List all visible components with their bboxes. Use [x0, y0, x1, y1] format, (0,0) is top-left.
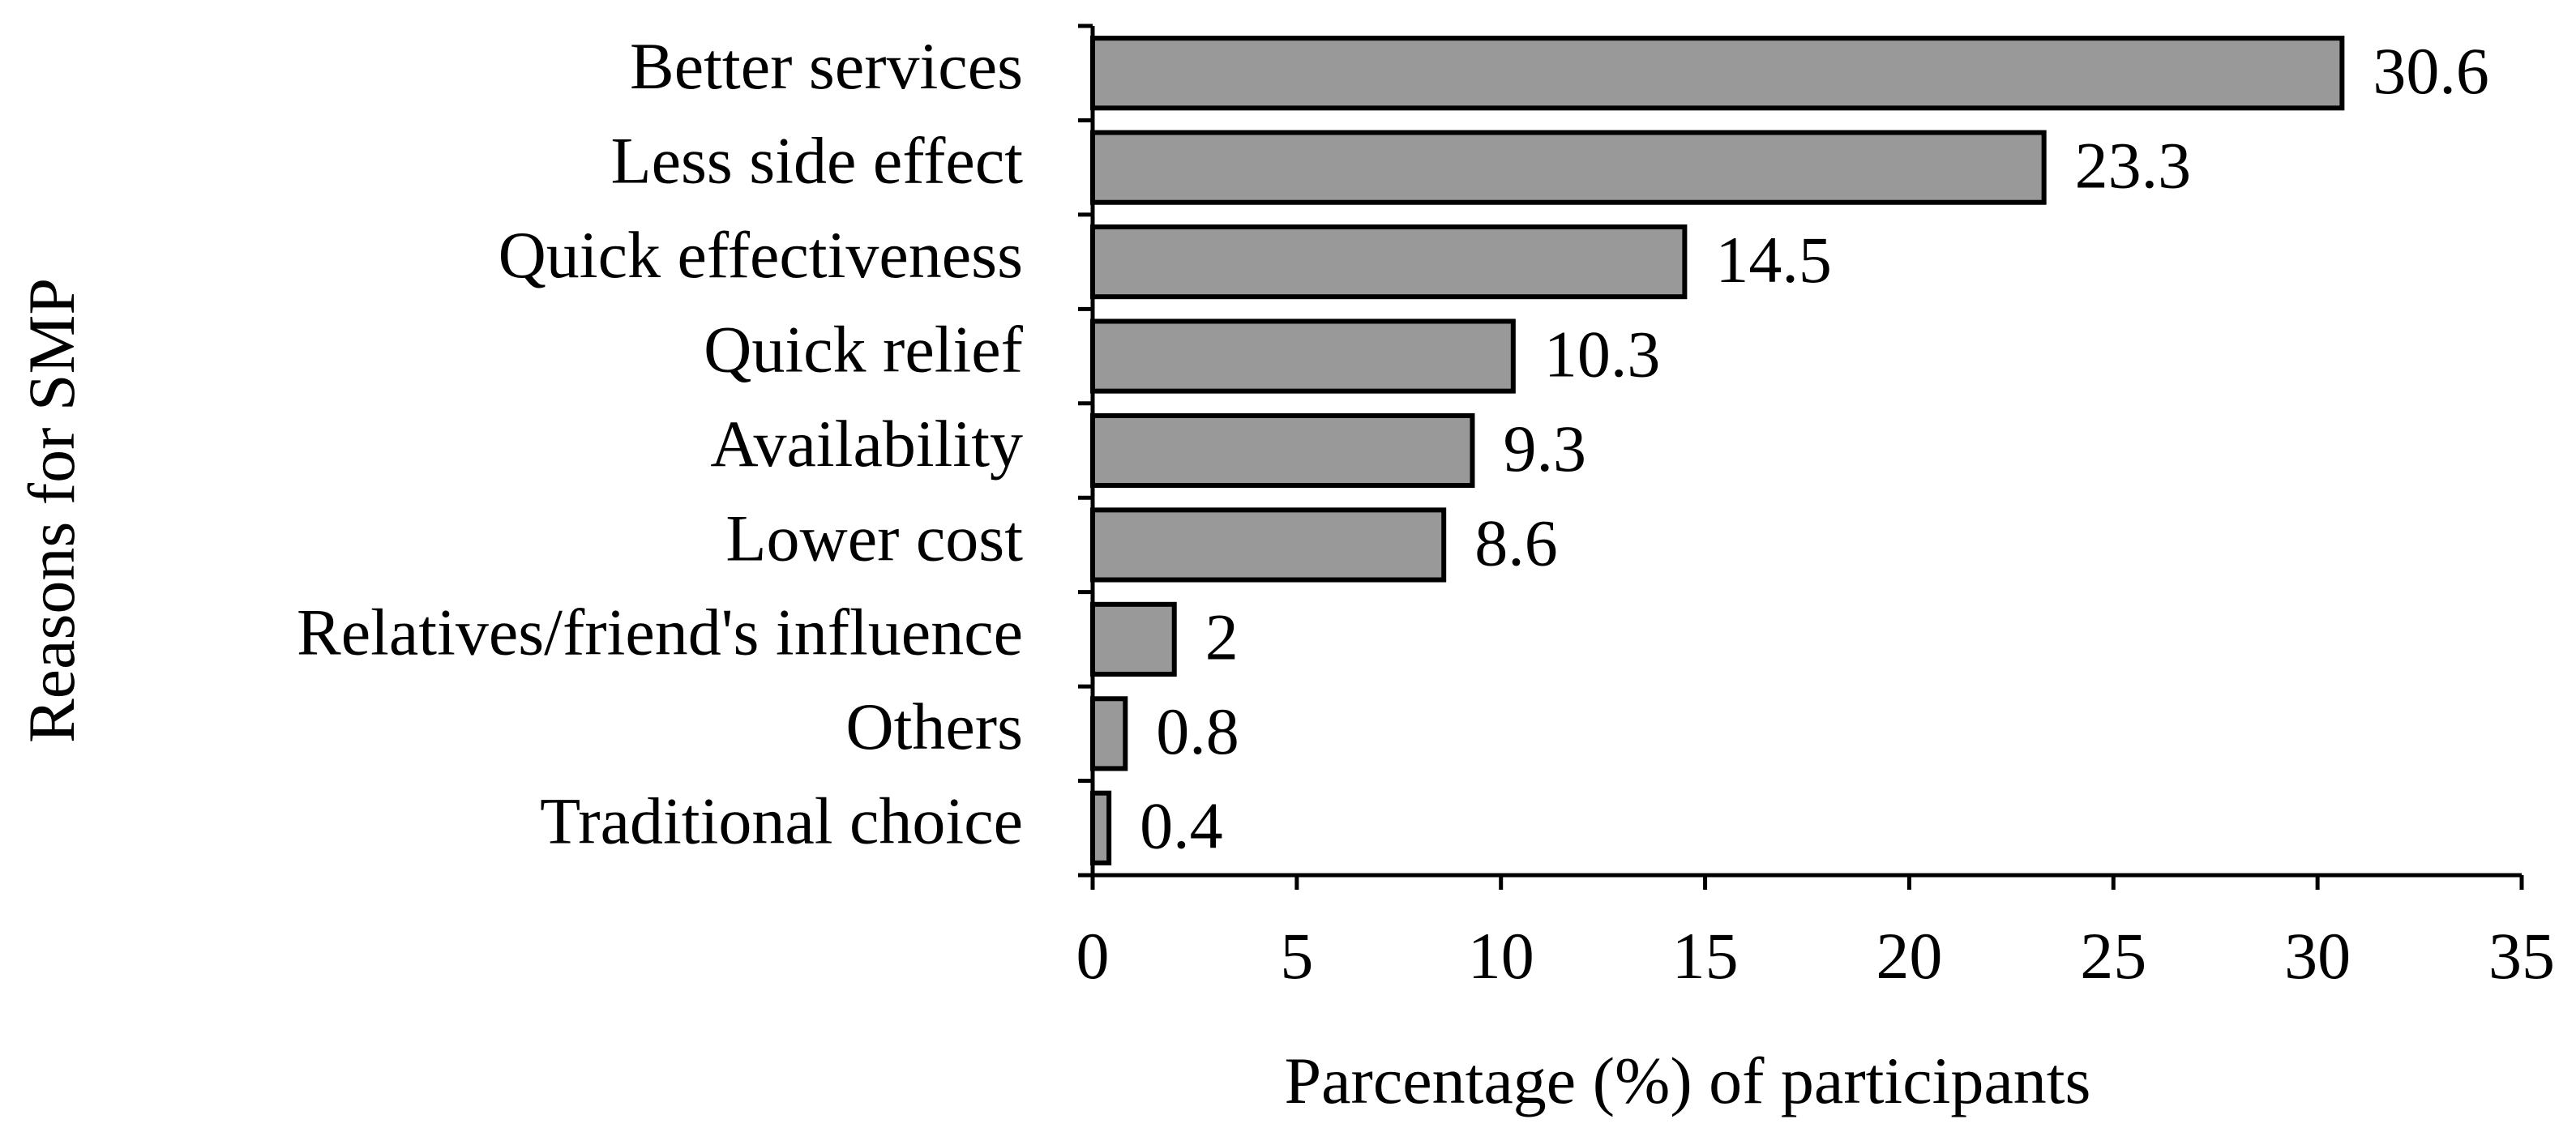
- bar: [1090, 224, 1688, 300]
- data-label: 10.3: [1544, 317, 1661, 391]
- data-label: 23.3: [2075, 128, 2192, 202]
- x-tick-label: 25: [2080, 919, 2146, 993]
- x-tick-label: 5: [1280, 919, 1313, 993]
- x-tick-label: 35: [2488, 919, 2555, 993]
- data-label: 30.6: [2373, 34, 2489, 108]
- y-tick-label: Quick relief: [704, 312, 1024, 386]
- x-tick-label: 30: [2284, 919, 2351, 993]
- data-label: 0.8: [1156, 694, 1239, 768]
- data-label: 2: [1205, 600, 1239, 674]
- bar: [1090, 696, 1128, 771]
- data-label: 14.5: [1715, 223, 1832, 297]
- bar: [1090, 318, 1516, 394]
- y-axis-label: Reasons for SMP: [15, 278, 88, 743]
- x-tick-label: 10: [1468, 919, 1534, 993]
- x-tick-label: 15: [1672, 919, 1739, 993]
- data-label: 9.3: [1503, 412, 1586, 485]
- bar: [1090, 130, 2047, 205]
- bar: [1090, 601, 1177, 677]
- bar: [1090, 790, 1112, 865]
- y-tick-label: Availability: [710, 407, 1023, 481]
- y-tick-label: Quick effectiveness: [499, 218, 1023, 292]
- y-tick-label: Others: [845, 690, 1023, 763]
- y-tick-label: Better services: [630, 29, 1023, 103]
- data-label: 0.4: [1140, 789, 1223, 863]
- bar: [1090, 36, 2345, 111]
- y-tick-label: Traditional choice: [540, 784, 1023, 858]
- x-tick-label: 20: [1876, 919, 1942, 993]
- y-tick-label: Relatives/friend's influence: [297, 596, 1023, 669]
- bar: [1090, 412, 1475, 489]
- bar: [1090, 507, 1447, 583]
- y-tick-label: Lower cost: [725, 501, 1023, 575]
- x-axis-label: Parcentage (%) of participants: [1285, 1044, 2091, 1117]
- y-tick-label: Less side effect: [611, 123, 1024, 197]
- x-tick-label: 0: [1076, 919, 1110, 993]
- data-label: 8.6: [1474, 506, 1558, 579]
